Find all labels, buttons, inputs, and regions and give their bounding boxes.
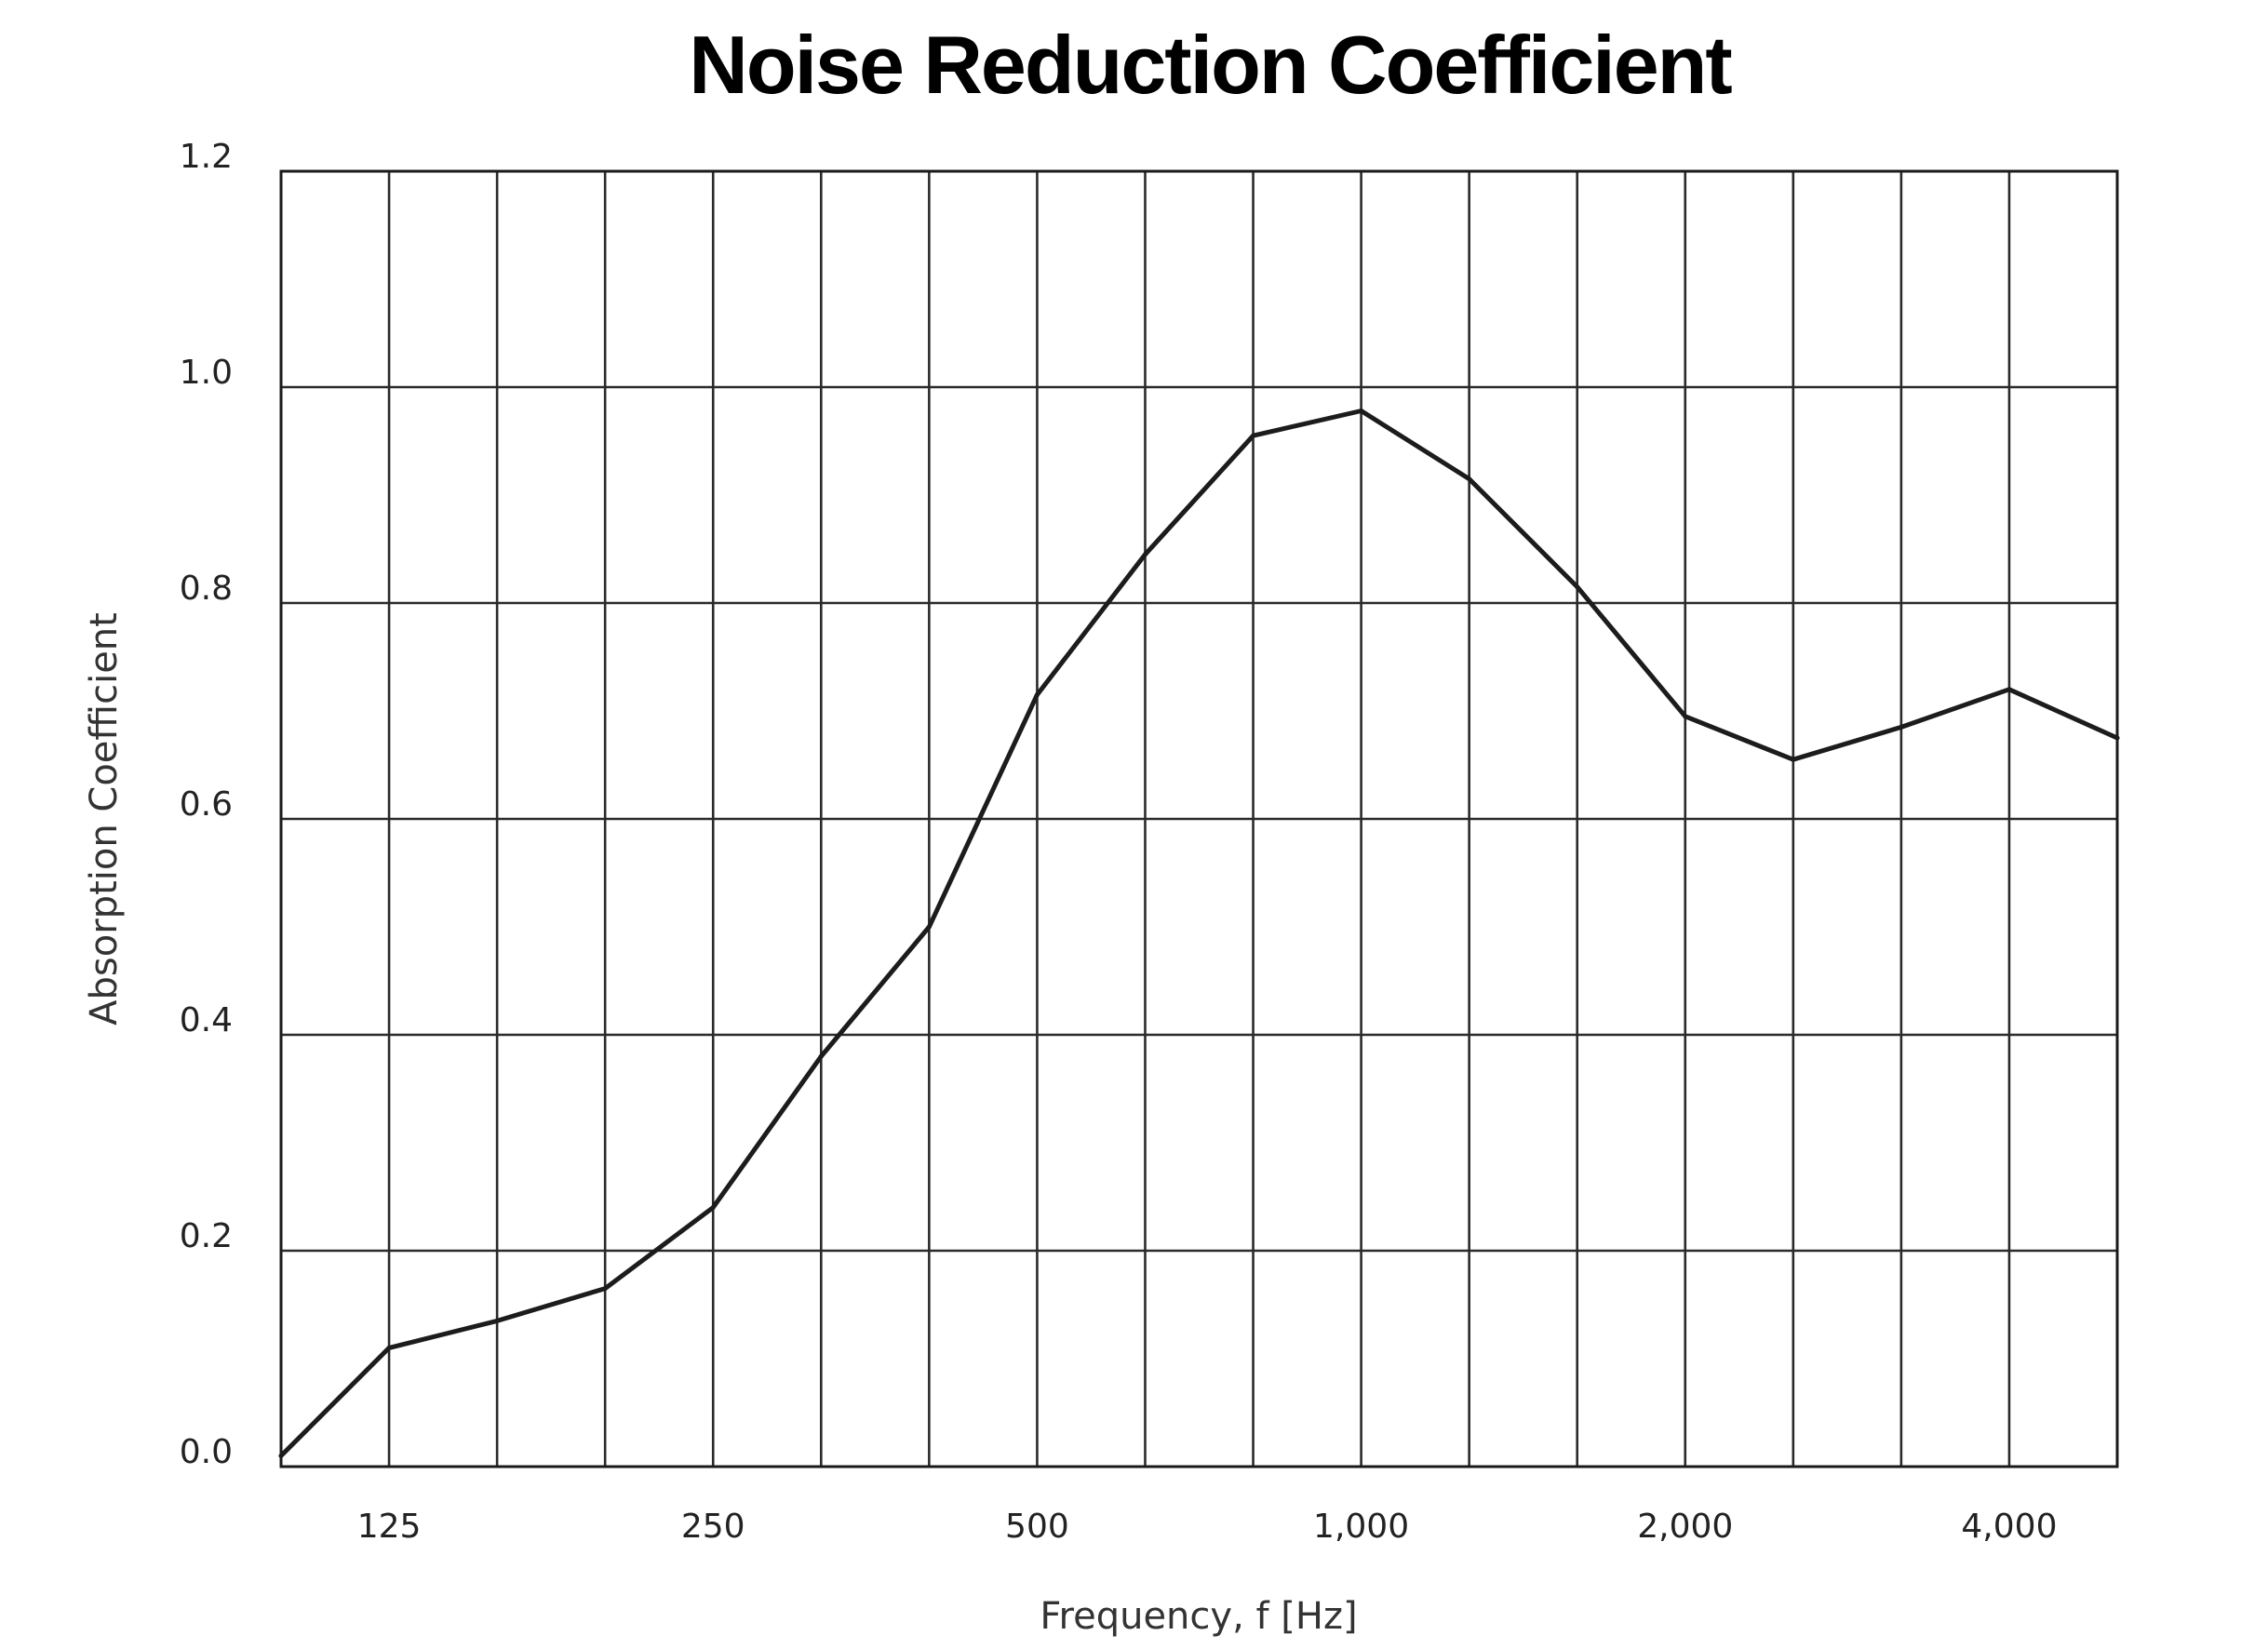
data-point bbox=[1467, 476, 1472, 482]
data-point bbox=[1575, 584, 1580, 590]
x-tick-label: 1,000 bbox=[1313, 1508, 1409, 1546]
data-point bbox=[1359, 409, 1364, 413]
y-tick-label: 0.2 bbox=[180, 1217, 233, 1255]
grid bbox=[281, 171, 2117, 1467]
chart-title: Noise Reduction Coefficient bbox=[689, 19, 1732, 111]
data-point bbox=[926, 924, 932, 930]
data-point bbox=[278, 1453, 284, 1458]
data-point bbox=[1899, 724, 1904, 730]
y-tick-label: 0.8 bbox=[180, 570, 233, 608]
data-point bbox=[710, 1205, 716, 1211]
x-tick-label: 2,000 bbox=[1637, 1508, 1733, 1546]
x-axis-ticks: 125 250 500 1,000 2,000 4,000 bbox=[357, 1508, 2058, 1546]
data-point bbox=[494, 1318, 500, 1323]
y-tick-label: 0.4 bbox=[180, 1001, 233, 1039]
series-line bbox=[278, 409, 2120, 1458]
x-tick-label: 125 bbox=[357, 1508, 422, 1546]
x-tick-label: 4,000 bbox=[1961, 1508, 2057, 1546]
data-point bbox=[1143, 552, 1147, 557]
x-tick-label: 500 bbox=[1005, 1508, 1069, 1546]
data-point bbox=[2114, 735, 2120, 741]
x-axis-label: Frequency, f [Hz] bbox=[1040, 1595, 1357, 1638]
y-tick-label: 1.0 bbox=[180, 354, 233, 392]
data-point bbox=[818, 1053, 824, 1059]
data-point bbox=[1251, 433, 1255, 438]
data-point bbox=[1791, 757, 1796, 762]
plot-frame bbox=[279, 169, 2119, 1468]
data-point bbox=[2006, 687, 2012, 692]
y-tick-label: 1.2 bbox=[180, 138, 233, 176]
y-tick-label: 0.0 bbox=[180, 1433, 233, 1471]
y-axis-label: Absorption Coefficient bbox=[83, 612, 126, 1026]
data-point bbox=[602, 1286, 608, 1292]
y-axis-ticks: 0.0 0.2 0.4 0.6 0.8 1.0 1.2 bbox=[180, 138, 233, 1471]
y-tick-label: 0.6 bbox=[180, 785, 233, 824]
data-points bbox=[278, 409, 2120, 1458]
data-point bbox=[386, 1345, 392, 1350]
x-tick-label: 250 bbox=[681, 1508, 745, 1546]
data-point bbox=[1683, 714, 1688, 719]
data-point bbox=[1034, 692, 1040, 698]
